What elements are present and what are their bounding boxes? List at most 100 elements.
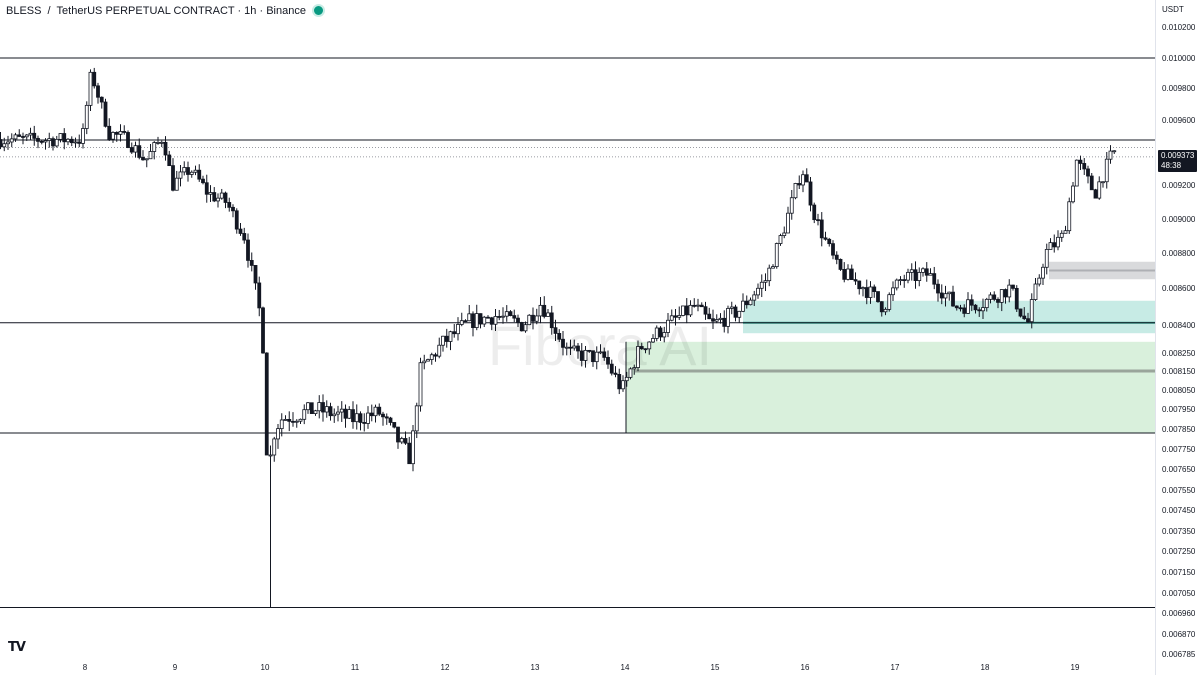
x-tick-label: 19 bbox=[1071, 663, 1080, 672]
candle bbox=[339, 401, 344, 422]
candle bbox=[227, 197, 232, 212]
y-tick-label: 0.009200 bbox=[1162, 181, 1196, 190]
candle bbox=[666, 312, 670, 338]
candle bbox=[628, 367, 633, 380]
x-tick-label: 16 bbox=[801, 663, 810, 672]
candle bbox=[354, 404, 359, 430]
candle bbox=[377, 403, 382, 417]
candle bbox=[981, 298, 985, 319]
candle bbox=[538, 296, 543, 324]
x-tick-label: 8 bbox=[83, 663, 88, 672]
candle bbox=[249, 252, 254, 272]
candle bbox=[24, 134, 29, 141]
candle bbox=[54, 135, 59, 148]
candle bbox=[482, 315, 487, 328]
candle bbox=[1044, 243, 1049, 275]
candle bbox=[328, 402, 333, 421]
candle bbox=[103, 98, 108, 128]
candle bbox=[789, 189, 794, 220]
demand-zone-green[interactable] bbox=[626, 341, 1155, 433]
candle bbox=[872, 284, 877, 298]
candle bbox=[163, 136, 168, 161]
candle bbox=[782, 226, 787, 239]
symbol-name[interactable]: BLESS bbox=[6, 4, 42, 17]
candle bbox=[793, 182, 798, 200]
candle bbox=[313, 409, 318, 416]
candle bbox=[891, 281, 895, 301]
live-price-value: 0.009373 bbox=[1161, 151, 1195, 160]
y-tick-label: 0.008250 bbox=[1162, 349, 1196, 358]
symbol-separator: / bbox=[47, 4, 51, 17]
candle bbox=[219, 188, 224, 200]
y-tick-label: 0.007050 bbox=[1162, 589, 1196, 598]
candle bbox=[17, 129, 22, 137]
candles-layer bbox=[0, 67, 1117, 472]
candle bbox=[898, 276, 903, 286]
y-tick-label: 0.007450 bbox=[1162, 506, 1196, 515]
candle bbox=[606, 350, 610, 369]
candle bbox=[186, 161, 190, 182]
candle bbox=[92, 67, 97, 89]
candle bbox=[767, 264, 772, 287]
symbol-header[interactable]: BLESS / TetherUS PERPETUAL CONTRACT · 1h… bbox=[6, 4, 325, 17]
x-tick-label: 14 bbox=[621, 663, 630, 672]
candle bbox=[763, 273, 768, 292]
candle bbox=[647, 341, 652, 355]
candle bbox=[171, 158, 175, 192]
y-tick-label: 0.010000 bbox=[1162, 54, 1196, 63]
candle bbox=[287, 411, 292, 432]
candle bbox=[81, 123, 85, 149]
candle bbox=[429, 352, 434, 365]
candle bbox=[924, 262, 929, 282]
candle bbox=[831, 240, 835, 260]
candle bbox=[636, 340, 640, 372]
candle bbox=[1048, 238, 1053, 250]
candle bbox=[182, 161, 187, 176]
candle bbox=[703, 301, 708, 320]
candle bbox=[801, 170, 805, 193]
candle bbox=[197, 164, 202, 182]
candle bbox=[696, 298, 700, 312]
candle bbox=[493, 308, 498, 332]
candle bbox=[823, 231, 828, 241]
candle bbox=[88, 69, 93, 112]
candle bbox=[756, 283, 760, 299]
live-price-tag: 0.009373 48:38 bbox=[1158, 150, 1198, 172]
candle bbox=[523, 321, 528, 333]
candle bbox=[99, 96, 104, 109]
candle bbox=[894, 278, 899, 291]
candle bbox=[1022, 307, 1027, 321]
candle bbox=[992, 291, 997, 302]
y-tick-label: 0.008800 bbox=[1162, 249, 1196, 258]
candle bbox=[463, 319, 468, 323]
candle bbox=[1074, 159, 1079, 187]
candle bbox=[1056, 230, 1060, 251]
candle bbox=[1018, 308, 1023, 318]
candle bbox=[658, 326, 663, 342]
x-tick-label: 12 bbox=[441, 663, 450, 672]
candle bbox=[51, 136, 55, 151]
currency-label[interactable]: USDT bbox=[1162, 5, 1184, 14]
candle bbox=[1037, 274, 1042, 287]
x-tick-label: 15 bbox=[711, 663, 720, 672]
candle bbox=[212, 187, 217, 203]
candle bbox=[733, 304, 738, 322]
candle bbox=[167, 150, 172, 167]
y-tick-label: 0.008400 bbox=[1162, 321, 1196, 330]
x-axis: 8 9 10 11 12 13 14 15 16 17 18 19 bbox=[83, 663, 1080, 672]
y-tick-label: 0.007850 bbox=[1162, 425, 1196, 434]
candle bbox=[283, 415, 288, 421]
candle bbox=[118, 124, 123, 142]
candle bbox=[534, 308, 539, 325]
candle bbox=[737, 310, 742, 323]
candle bbox=[32, 125, 37, 146]
candle bbox=[1097, 176, 1102, 200]
candle bbox=[422, 354, 427, 370]
candle bbox=[347, 406, 352, 420]
tradingview-logo-icon[interactable]: TV bbox=[8, 640, 26, 655]
candle bbox=[396, 426, 400, 449]
candle bbox=[1071, 181, 1075, 204]
candle bbox=[1011, 284, 1015, 291]
zone-teal[interactable] bbox=[743, 300, 1155, 334]
